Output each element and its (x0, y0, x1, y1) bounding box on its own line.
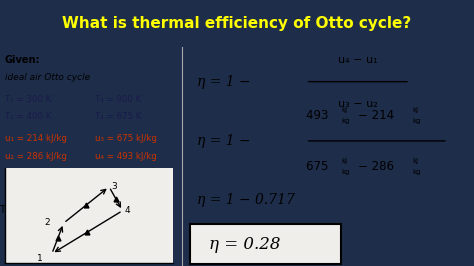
Text: 2: 2 (44, 218, 50, 227)
Text: kg: kg (412, 118, 421, 124)
Text: η = 0.28: η = 0.28 (209, 236, 280, 252)
Text: − 214: − 214 (358, 109, 398, 122)
Text: kJ: kJ (412, 158, 419, 164)
Text: 3: 3 (111, 182, 117, 191)
Text: u₄ − u₁: u₄ − u₁ (338, 55, 378, 65)
Text: T₂ = 400 K: T₂ = 400 K (5, 113, 51, 121)
Text: u₃ − u₂: u₃ − u₂ (338, 99, 378, 109)
Text: u₃ = 675 kJ/kg: u₃ = 675 kJ/kg (95, 134, 157, 143)
Text: u₄ = 493 kJ/kg: u₄ = 493 kJ/kg (95, 152, 156, 161)
Text: kg: kg (341, 118, 350, 124)
Bar (190, 224, 341, 264)
X-axis label: s: s (86, 265, 91, 266)
Text: kJ: kJ (341, 158, 347, 164)
Text: η = 1 −: η = 1 − (197, 75, 250, 89)
Text: T₄ = 675 K: T₄ = 675 K (95, 113, 141, 121)
Text: 493: 493 (306, 109, 332, 122)
Text: T₁ = 300 K: T₁ = 300 K (5, 95, 51, 104)
Text: T₃ = 900 K: T₃ = 900 K (95, 95, 141, 104)
Text: u₁ = 214 kJ/kg: u₁ = 214 kJ/kg (5, 134, 67, 143)
Text: ideal air Otto cycle: ideal air Otto cycle (5, 73, 90, 82)
Text: 675: 675 (306, 160, 332, 173)
Text: η = 1 − 0.717: η = 1 − 0.717 (197, 193, 294, 207)
Text: kg: kg (412, 169, 421, 175)
Text: − 286: − 286 (358, 160, 398, 173)
Text: kJ: kJ (341, 107, 347, 113)
Text: kJ: kJ (412, 107, 419, 113)
Y-axis label: T: T (0, 205, 5, 215)
Text: kg: kg (341, 169, 350, 175)
Text: u₂ = 286 kJ/kg: u₂ = 286 kJ/kg (5, 152, 67, 161)
Text: Given:: Given: (5, 55, 40, 65)
Text: What is thermal efficiency of Otto cycle?: What is thermal efficiency of Otto cycle… (63, 16, 411, 31)
Text: η = 1 −: η = 1 − (197, 134, 250, 148)
Text: 1: 1 (37, 254, 43, 263)
Text: 4: 4 (125, 206, 130, 215)
